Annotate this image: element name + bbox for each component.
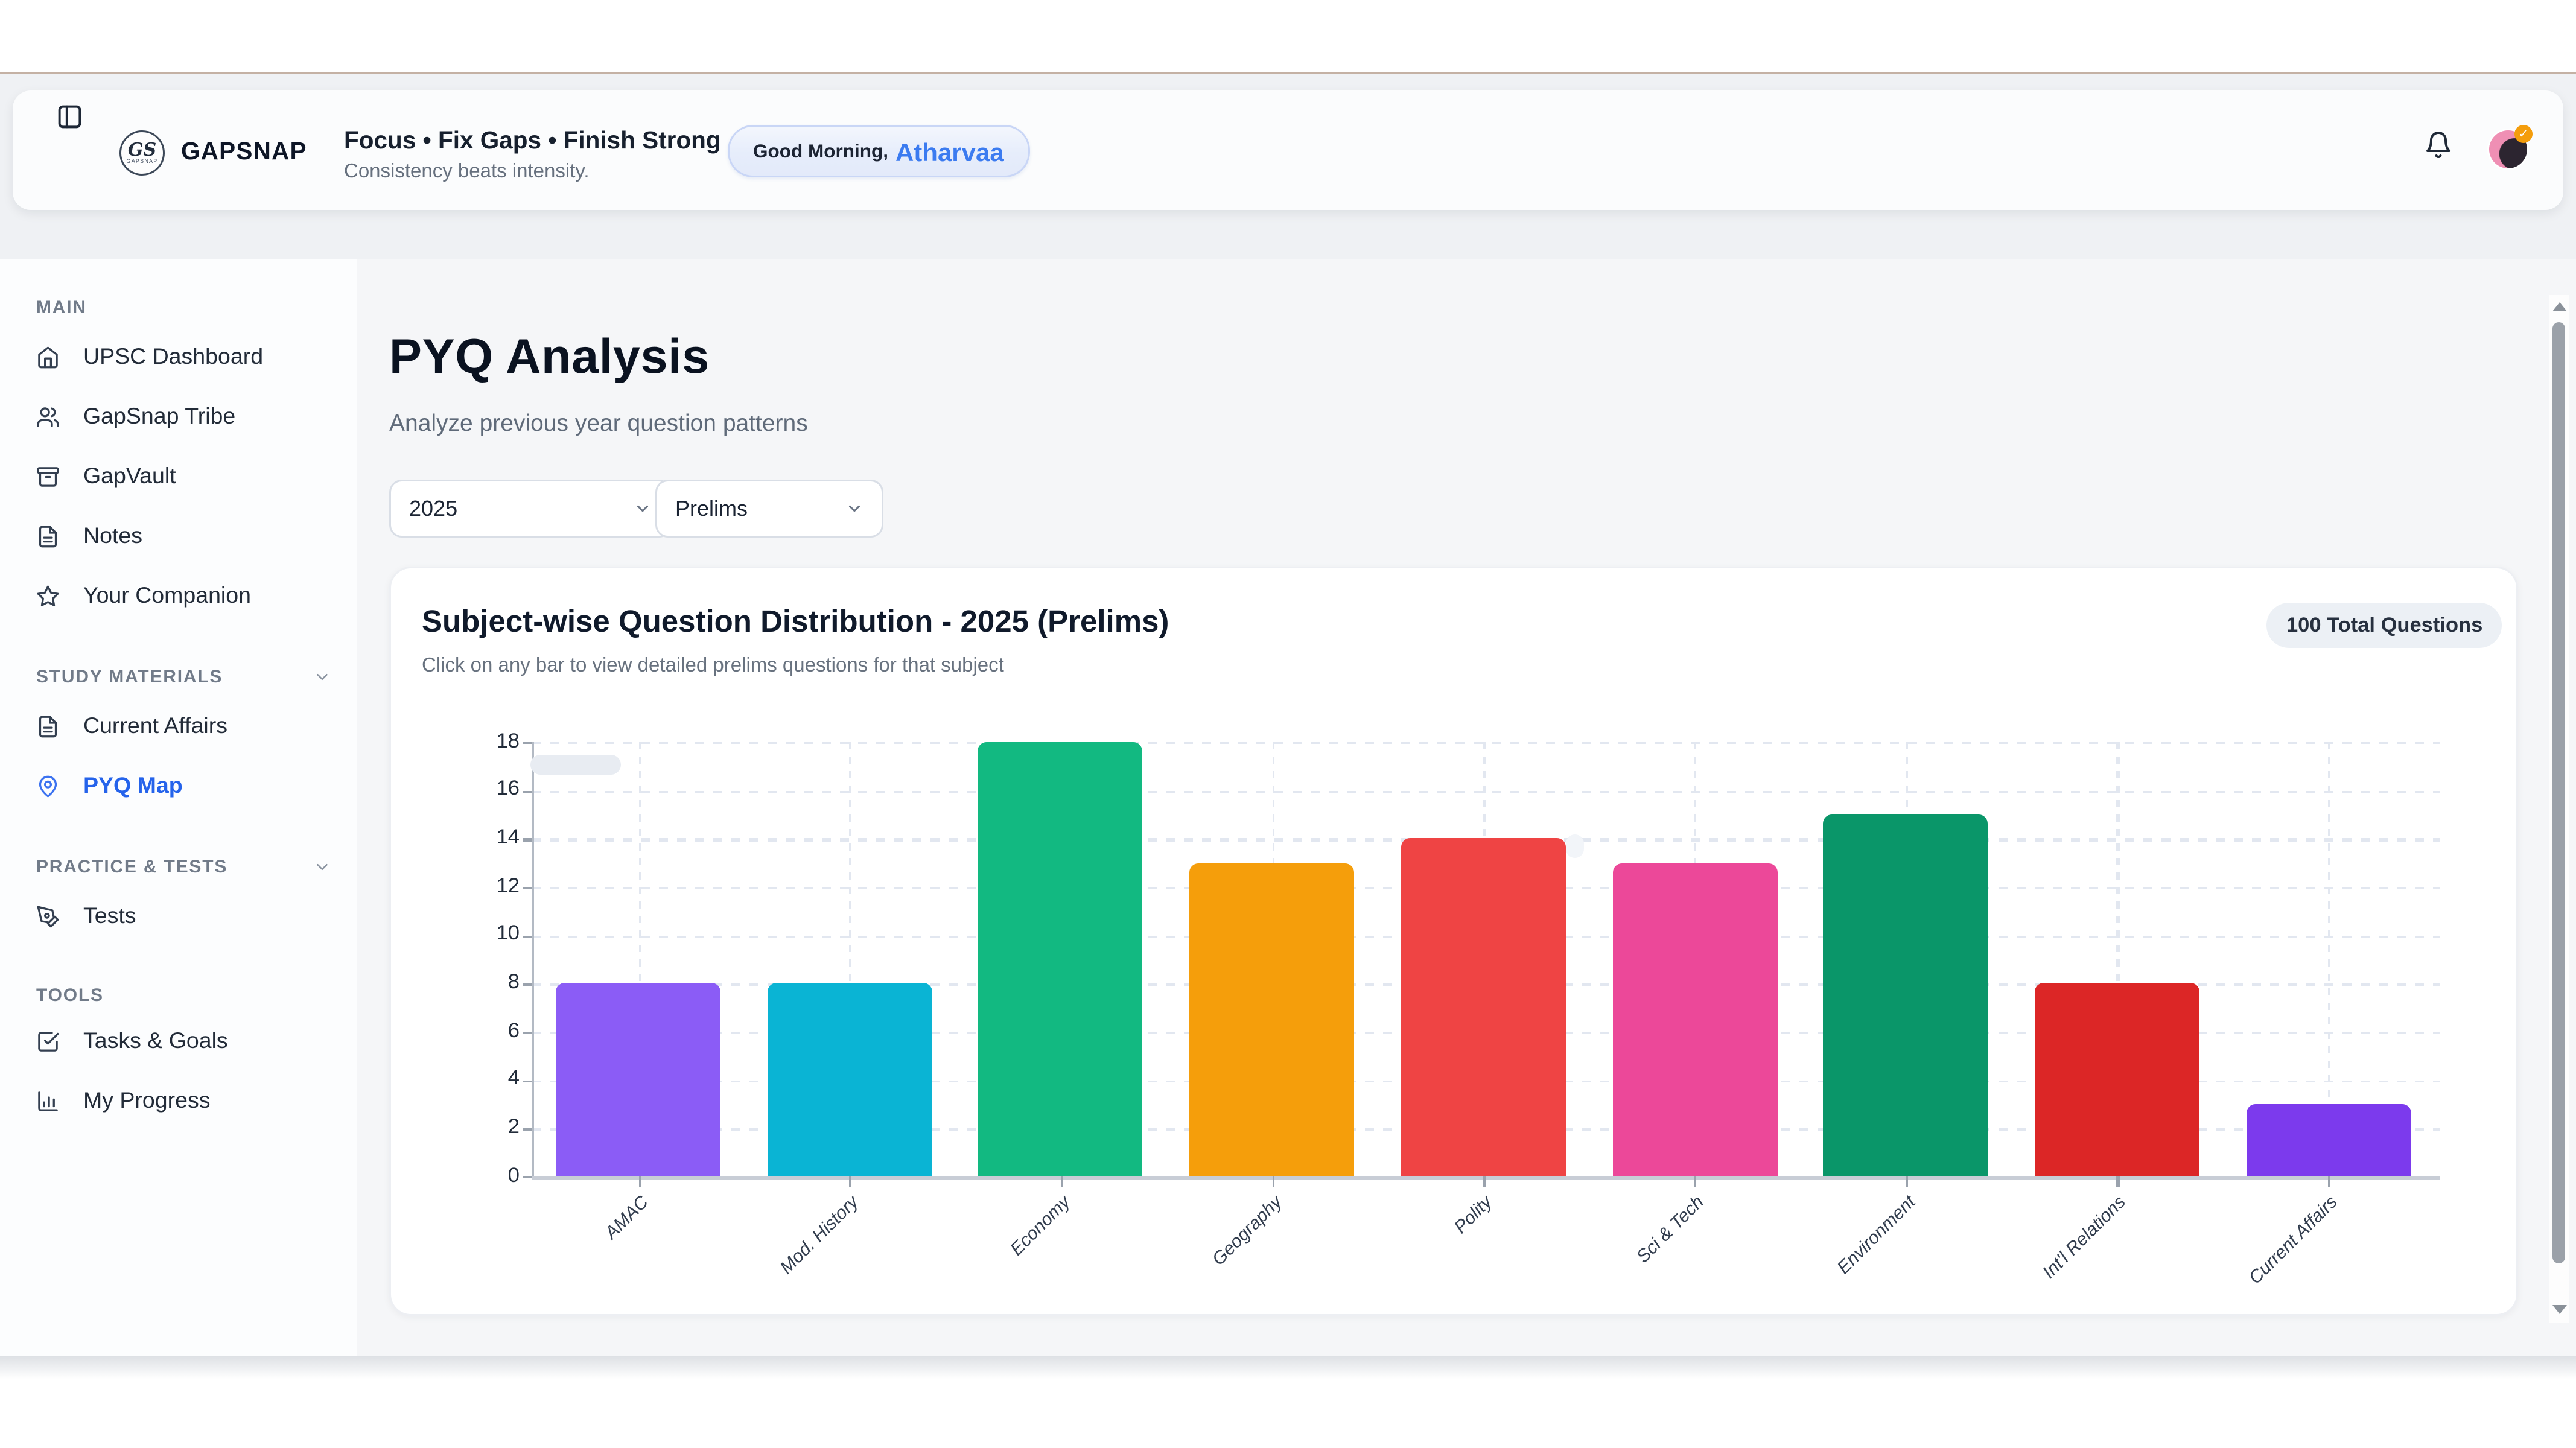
bell-icon — [2424, 130, 2453, 168]
file-text-icon — [36, 714, 60, 738]
brand-logo: GS GAPSNAP — [119, 130, 165, 176]
sidebar-item-gapsnap-tribe[interactable]: GapSnap Tribe — [36, 393, 339, 440]
scrollbar-thumb[interactable] — [2551, 322, 2565, 1263]
sidebar-section-practice-tests: PRACTICE & TESTS — [36, 858, 331, 878]
greeting-username: Atharvaa — [895, 136, 1004, 166]
sidebar-item-my-progress[interactable]: My Progress — [36, 1077, 339, 1124]
bar-current-affairs[interactable] — [2245, 1104, 2411, 1176]
pen-tool-icon — [36, 904, 60, 928]
sidebar-nav: MAIN UPSC Dashboard GapSnap Tribe GapVault N… — [0, 259, 358, 1356]
panel-left-icon — [56, 103, 83, 139]
sidebar-section-main: MAIN — [36, 299, 87, 319]
top-header-bar: GS GAPSNAP GAPSNAP Focus • Fix Gaps • Fi… — [13, 91, 2563, 210]
exam-select-value: Prelims — [675, 496, 748, 521]
chevron-down-icon[interactable] — [313, 668, 331, 691]
loading-shimmer-artifact — [1566, 834, 1584, 858]
chart-card-title: Subject-wise Question Distribution - 202… — [422, 605, 1169, 639]
verified-badge-icon: ✓ — [2514, 125, 2533, 143]
sidebar-item-current-affairs[interactable]: Current Affairs — [36, 702, 339, 749]
header-tagline: Focus • Fix Gaps • Finish Strong — [344, 127, 721, 154]
file-text-icon — [36, 524, 60, 548]
bar-mod-history[interactable] — [767, 983, 932, 1176]
brand-name: GAPSNAP — [181, 138, 307, 165]
chevron-down-icon — [634, 500, 652, 518]
year-select-value: 2025 — [409, 496, 458, 521]
bar-economy[interactable] — [978, 742, 1143, 1176]
bar-sci-tech[interactable] — [1612, 863, 1777, 1176]
star-icon — [36, 584, 60, 608]
user-avatar[interactable]: ✓ — [2489, 125, 2533, 168]
map-pin-icon — [36, 774, 60, 798]
chevron-down-icon — [845, 500, 863, 518]
bar-polity[interactable] — [1401, 839, 1566, 1176]
notifications-button[interactable] — [2415, 125, 2462, 172]
sidebar-item-upsc-dashboard[interactable]: UPSC Dashboard — [36, 333, 339, 380]
bar-chart-icon — [36, 1089, 60, 1113]
users-icon — [36, 405, 60, 428]
chevron-down-icon[interactable] — [313, 858, 331, 881]
sidebar-toggle-button[interactable] — [45, 98, 92, 145]
sidebar-item-notes[interactable]: Notes — [36, 512, 339, 559]
top-divider-line — [0, 72, 2576, 75]
sidebar-section-study-materials: STUDY MATERIALS — [36, 668, 331, 688]
bar-geography[interactable] — [1189, 863, 1355, 1176]
logo-subtext: GAPSNAP — [126, 156, 158, 164]
greeting-pill: Good Morning, Atharvaa — [728, 125, 1029, 177]
bar-int-l-relations[interactable] — [2034, 983, 2199, 1176]
sidebar-item-tasks-goals[interactable]: Tasks & Goals — [36, 1017, 339, 1064]
sidebar-item-gapvault[interactable]: GapVault — [36, 453, 339, 500]
exam-select[interactable]: Prelims — [655, 480, 883, 538]
bar-amac[interactable] — [556, 983, 720, 1176]
home-icon — [36, 345, 60, 369]
sidebar-item-pyq-map[interactable]: PYQ Map — [36, 762, 339, 809]
sidebar-item-tests[interactable]: Tests — [36, 892, 339, 939]
logo-monogram: GS — [127, 140, 157, 160]
bar-environment[interactable] — [1823, 815, 1988, 1176]
loading-shimmer-artifact — [530, 755, 621, 775]
scrollbar-up-arrow[interactable] — [2552, 302, 2567, 311]
scrollbar-down-arrow[interactable] — [2552, 1305, 2567, 1314]
header-tagline-sub: Consistency beats intensity. — [344, 161, 590, 183]
chart-card-subtitle: Click on any bar to view detailed prelim… — [422, 655, 1004, 677]
page-title: PYQ Analysis — [389, 329, 710, 384]
total-questions-badge: 100 Total Questions — [2266, 603, 2503, 648]
check-square-icon — [36, 1029, 60, 1053]
year-select[interactable]: 2025 — [389, 480, 672, 538]
greeting-prefix: Good Morning, — [753, 140, 888, 162]
bottom-shadow — [0, 1356, 2576, 1379]
sidebar-section-tools: TOOLS — [36, 986, 104, 1006]
archive-icon — [36, 465, 60, 488]
page-subtitle: Analyze previous year question patterns — [389, 409, 808, 436]
sidebar-item-your-companion[interactable]: Your Companion — [36, 572, 339, 619]
